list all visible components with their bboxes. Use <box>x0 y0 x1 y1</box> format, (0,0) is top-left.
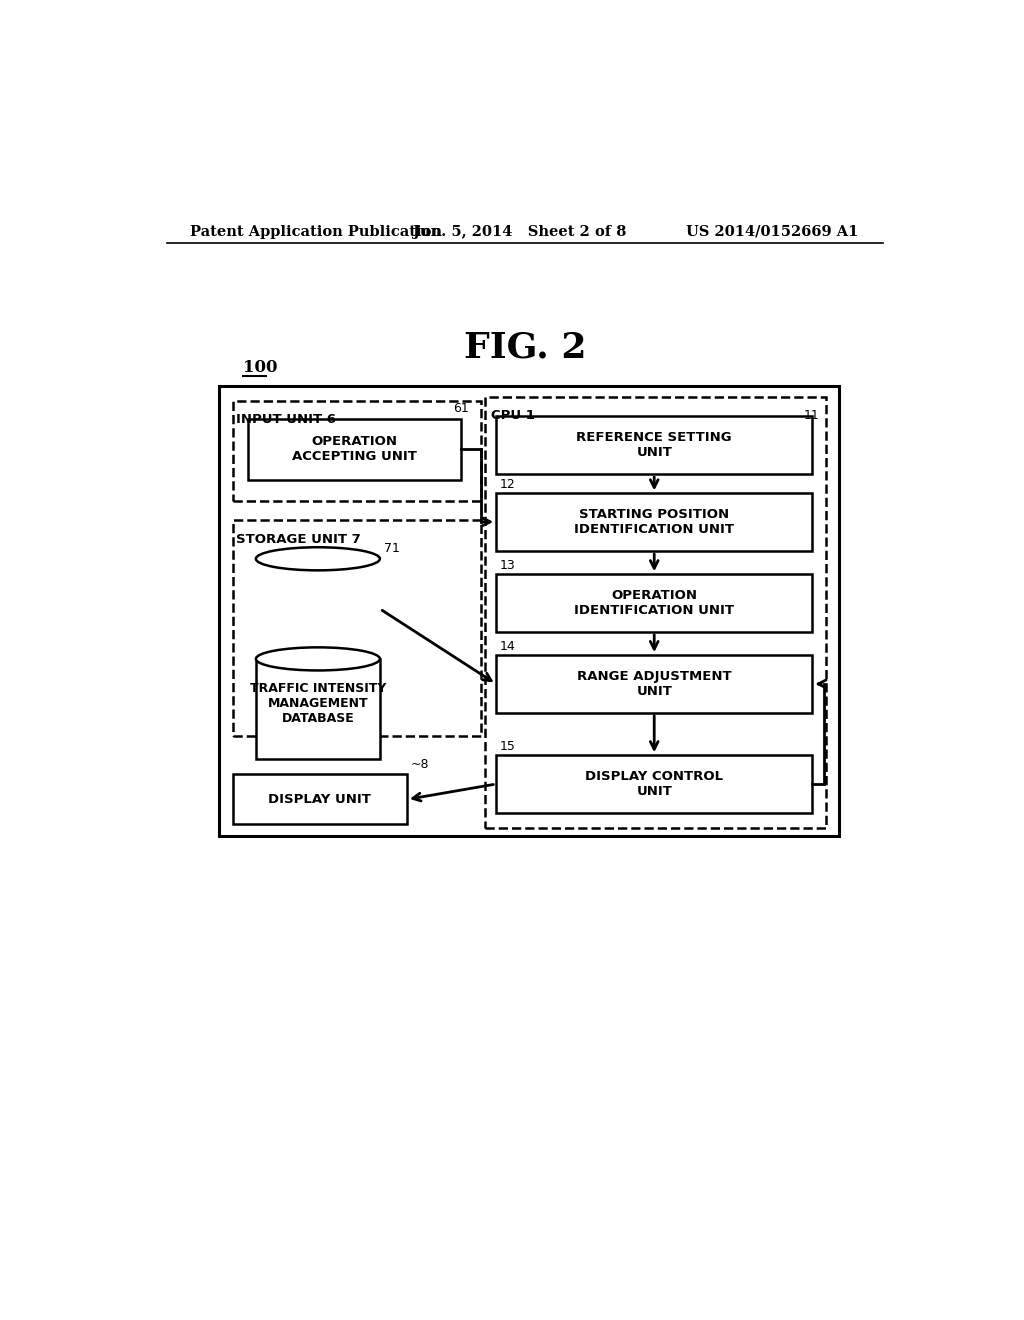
Text: OPERATION
IDENTIFICATION UNIT: OPERATION IDENTIFICATION UNIT <box>574 589 734 616</box>
Text: Jun. 5, 2014   Sheet 2 of 8: Jun. 5, 2014 Sheet 2 of 8 <box>414 224 627 239</box>
Text: CPU 1: CPU 1 <box>490 409 535 422</box>
Text: RANGE ADJUSTMENT
UNIT: RANGE ADJUSTMENT UNIT <box>577 671 731 698</box>
Bar <box>232 775 407 825</box>
Bar <box>496 655 812 713</box>
Bar <box>232 520 480 737</box>
Text: TRAFFIC INTENSITY
MANAGEMENT
DATABASE: TRAFFIC INTENSITY MANAGEMENT DATABASE <box>250 682 386 725</box>
Bar <box>496 494 812 552</box>
Text: DISPLAY CONTROL
UNIT: DISPLAY CONTROL UNIT <box>585 770 723 799</box>
Text: Patent Application Publication: Patent Application Publication <box>190 224 442 239</box>
Bar <box>248 418 461 480</box>
Text: REFERENCE SETTING
UNIT: REFERENCE SETTING UNIT <box>577 432 732 459</box>
Bar <box>496 574 812 632</box>
Text: STORAGE UNIT 7: STORAGE UNIT 7 <box>237 533 361 545</box>
Text: 11: 11 <box>804 409 819 422</box>
Text: FIG. 2: FIG. 2 <box>464 330 586 364</box>
Text: 13: 13 <box>500 558 516 572</box>
Bar <box>219 385 840 836</box>
Text: 61: 61 <box>454 401 469 414</box>
Text: 71: 71 <box>384 543 399 554</box>
Text: OPERATION
ACCEPTING UNIT: OPERATION ACCEPTING UNIT <box>292 436 417 463</box>
Bar <box>232 401 480 502</box>
Text: US 2014/0152669 A1: US 2014/0152669 A1 <box>686 224 858 239</box>
Text: DISPLAY UNIT: DISPLAY UNIT <box>268 793 372 807</box>
Text: 100: 100 <box>243 359 278 376</box>
Text: INPUT UNIT 6: INPUT UNIT 6 <box>237 413 337 426</box>
Ellipse shape <box>256 548 380 570</box>
Bar <box>256 659 380 759</box>
Bar <box>496 755 812 813</box>
Bar <box>496 416 812 474</box>
Bar <box>484 397 825 829</box>
Text: 12: 12 <box>500 478 516 491</box>
Text: STARTING POSITION
IDENTIFICATION UNIT: STARTING POSITION IDENTIFICATION UNIT <box>574 508 734 536</box>
Text: ~8: ~8 <box>411 758 429 771</box>
Text: 15: 15 <box>500 739 516 752</box>
Ellipse shape <box>256 647 380 671</box>
Text: 14: 14 <box>500 640 516 653</box>
